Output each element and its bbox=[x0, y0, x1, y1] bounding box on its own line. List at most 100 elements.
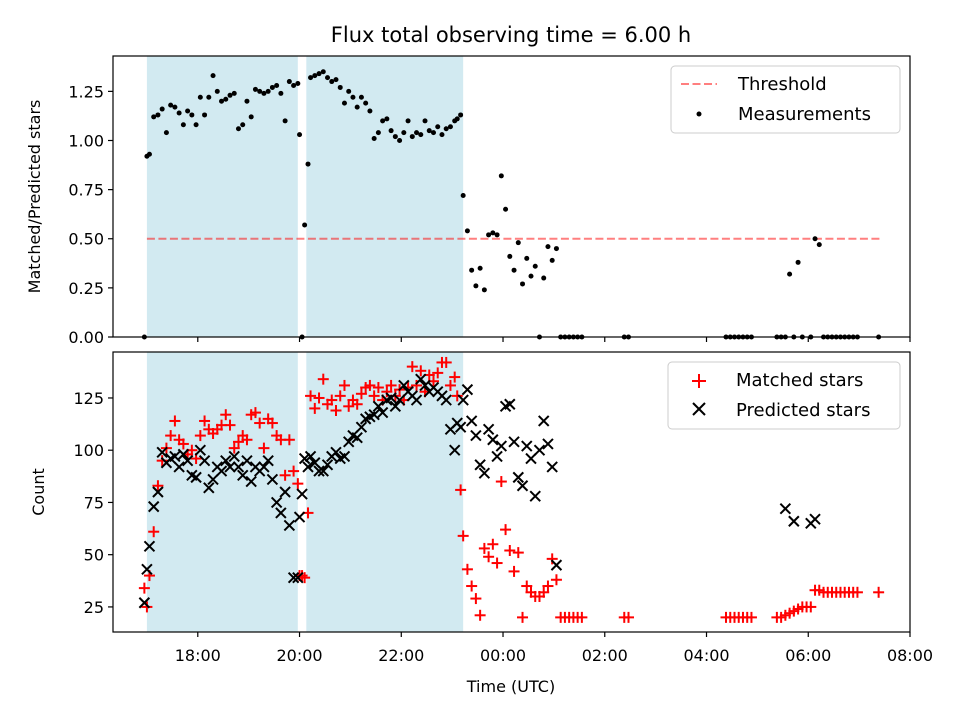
predicted-star-marker bbox=[398, 379, 410, 392]
matched-star-marker bbox=[466, 580, 478, 592]
measurement-point bbox=[210, 73, 216, 79]
predicted-star-marker bbox=[173, 461, 185, 473]
measurement-point bbox=[422, 118, 428, 124]
matched-star-marker bbox=[299, 572, 311, 584]
bottom-axes-frame bbox=[112, 351, 911, 633]
bottom-y-ticks: 25 50 75 100 125 bbox=[73, 389, 113, 617]
measurement-point bbox=[295, 81, 301, 87]
measurement-point bbox=[358, 94, 364, 100]
predicted-star-marker bbox=[368, 408, 380, 421]
predicted-star-marker bbox=[169, 450, 181, 463]
predicted-star-marker bbox=[448, 444, 461, 456]
predicted-star-marker bbox=[143, 540, 156, 553]
measurement-point bbox=[409, 134, 415, 140]
predicted-star-marker bbox=[321, 459, 334, 471]
predicted-star-marker bbox=[190, 471, 202, 484]
bottom-legend: Matched stars Predicted stars bbox=[667, 361, 901, 430]
predicted-star-marker bbox=[410, 394, 423, 406]
measurement-point bbox=[435, 124, 441, 130]
predicted-star-marker bbox=[232, 461, 245, 473]
matched-star-marker bbox=[455, 484, 467, 496]
top-points bbox=[141, 69, 882, 340]
predicted-star-marker bbox=[177, 448, 190, 461]
top-y-axis-label: Matched/Predicted stars bbox=[25, 100, 44, 294]
measurement-point bbox=[454, 116, 460, 122]
matched-star-marker bbox=[220, 409, 232, 421]
measurement-point bbox=[172, 104, 178, 110]
top-y-tick-label: 0.25 bbox=[68, 279, 104, 298]
threshold-legend-label: Threshold bbox=[737, 74, 827, 95]
x-tick-label: 22:00 bbox=[378, 646, 424, 665]
matched-star-marker bbox=[266, 417, 278, 429]
matched-star-marker bbox=[165, 430, 177, 442]
predicted-star-marker bbox=[454, 421, 467, 433]
predicted-star-marker bbox=[245, 475, 257, 488]
measurement-point bbox=[541, 275, 547, 281]
measurement-point bbox=[146, 151, 152, 157]
predicted-star-marker bbox=[457, 394, 469, 406]
top-y-ticks: 0.00 0.25 0.50 0.75 1.00 1.25 bbox=[68, 82, 113, 347]
measurement-point bbox=[248, 114, 254, 120]
predicted-star-marker bbox=[138, 597, 151, 609]
predicted-star-marker bbox=[478, 467, 491, 479]
measurement-point bbox=[202, 112, 208, 118]
measurement-point bbox=[163, 130, 169, 136]
measurement-point bbox=[308, 75, 314, 81]
matched-star-marker bbox=[326, 394, 338, 406]
predicted-star-marker bbox=[309, 457, 321, 469]
measurement-point bbox=[219, 98, 225, 104]
predicted-star-marker bbox=[487, 434, 499, 446]
bottom-points bbox=[138, 356, 885, 623]
measurement-point bbox=[265, 88, 271, 94]
matched-star-marker bbox=[138, 582, 150, 594]
matched-star-marker bbox=[194, 430, 206, 442]
measurement-point bbox=[498, 173, 504, 179]
matched-star-marker bbox=[283, 434, 295, 446]
matched-star-marker bbox=[141, 601, 153, 613]
predicted-star-marker bbox=[461, 383, 474, 396]
predicted-star-marker bbox=[293, 511, 306, 523]
predicted-star-marker bbox=[194, 444, 207, 456]
matched-star-marker bbox=[517, 611, 529, 623]
measurement-point bbox=[787, 271, 793, 277]
predicted-star-marker bbox=[304, 450, 317, 463]
matched-star-marker bbox=[745, 611, 757, 623]
matched-star-marker bbox=[279, 469, 291, 481]
predicted-star-marker bbox=[470, 429, 482, 442]
measurements-legend-swatch bbox=[696, 111, 702, 117]
matched-legend-label: Matched stars bbox=[736, 370, 863, 391]
matched-star-marker bbox=[199, 415, 211, 427]
measurement-point bbox=[367, 108, 373, 114]
measurement-point bbox=[180, 122, 186, 128]
matched-star-marker bbox=[254, 417, 266, 429]
predicted-star-marker bbox=[296, 488, 308, 500]
matched-star-marker bbox=[500, 524, 512, 536]
measurement-point bbox=[316, 71, 322, 77]
measurement-point bbox=[297, 132, 303, 138]
measurement-point bbox=[549, 257, 555, 263]
measurement-point bbox=[816, 242, 822, 248]
predicted-star-marker bbox=[419, 379, 431, 392]
matched-star-marker bbox=[449, 371, 461, 383]
predicted-star-marker bbox=[465, 415, 478, 427]
predicted-star-marker bbox=[262, 454, 274, 467]
predicted-star-marker bbox=[317, 465, 329, 477]
measurement-point bbox=[189, 112, 195, 118]
measurement-point bbox=[503, 206, 509, 212]
figure-title: Flux total observing time = 6.00 h bbox=[331, 23, 691, 47]
measurement-point bbox=[507, 253, 513, 259]
measurement-point bbox=[439, 132, 445, 138]
matched-star-marker bbox=[368, 390, 380, 402]
predicted-legend-swatch bbox=[692, 402, 706, 416]
predicted-star-marker bbox=[389, 400, 402, 413]
measurement-point bbox=[176, 110, 182, 116]
measurement-point bbox=[418, 132, 424, 138]
predicted-star-marker bbox=[474, 459, 486, 471]
matched-star-marker bbox=[313, 392, 325, 404]
matched-star-marker bbox=[156, 455, 168, 467]
measurement-point bbox=[464, 228, 470, 234]
predicted-star-marker bbox=[372, 400, 385, 413]
matched-star-marker bbox=[152, 480, 164, 492]
measurement-point bbox=[252, 86, 258, 92]
